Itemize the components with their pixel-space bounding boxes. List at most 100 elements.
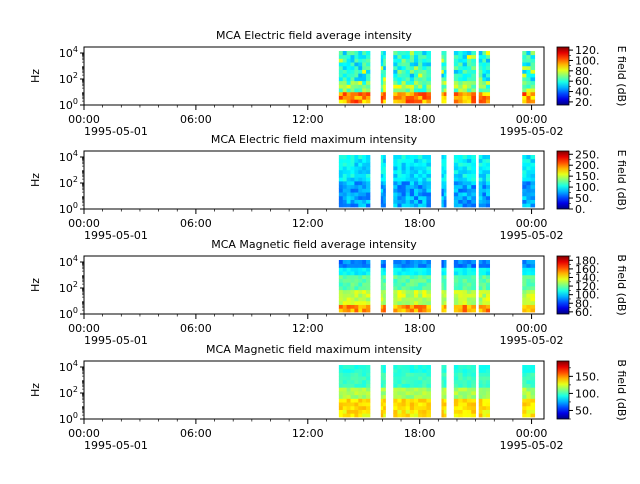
- spectrogram-cell: [453, 405, 459, 410]
- spectrogram: [338, 155, 536, 208]
- colorbar-tick-label: 120.: [575, 280, 600, 293]
- spectrogram-cell: [441, 54, 445, 59]
- spectrogram-cell: [482, 402, 487, 407]
- spectrogram-cell: [346, 62, 351, 67]
- spectrogram-cell: [350, 181, 355, 186]
- spectrogram-cell: [380, 80, 384, 85]
- spectrogram-cell: [362, 155, 367, 160]
- spectrogram-cell: [526, 169, 531, 174]
- spectrogram-cell: [358, 69, 363, 74]
- spectrogram-cell: [342, 162, 348, 167]
- spectrogram-cell: [422, 162, 427, 167]
- spectrogram-cell: [409, 199, 415, 204]
- spectrogram-cell: [462, 95, 468, 100]
- spectrogram-cell: [346, 58, 351, 63]
- spectrogram-cell: [362, 297, 367, 302]
- spectrogram-cell: [346, 278, 351, 283]
- spectrogram-cell: [482, 368, 487, 373]
- spectrogram-cell: [350, 99, 355, 104]
- spectrogram-cell: [422, 192, 427, 197]
- spectrogram-cell: [462, 379, 468, 384]
- spectrogram-cell: [383, 177, 386, 182]
- spectrogram-cell: [393, 282, 398, 287]
- colorbar-tick-label: 160.: [575, 263, 600, 276]
- spectrogram-cell: [380, 300, 384, 305]
- spectrogram-cell: [471, 282, 477, 287]
- spectrogram-cell: [338, 413, 344, 418]
- spectrogram-cell: [342, 413, 348, 418]
- spectrogram-cell: [362, 286, 367, 291]
- spectrogram-cell: [397, 297, 402, 302]
- spectrogram-cell: [466, 267, 472, 272]
- spectrogram-cell: [401, 286, 407, 291]
- spectrogram-cell: [443, 166, 447, 171]
- spectrogram-cell: [426, 192, 431, 197]
- spectrogram-cell: [485, 88, 491, 93]
- spectrogram-cell: [358, 304, 363, 309]
- spectrogram-cell: [441, 73, 445, 78]
- spectrogram-cell: [401, 91, 407, 96]
- spectrogram-cell: [346, 199, 351, 204]
- spectrogram-cell: [342, 184, 348, 189]
- spectrogram-cell: [362, 372, 367, 377]
- spectrogram-cell: [397, 365, 402, 370]
- spectrogram-cell: [453, 73, 459, 78]
- spectrogram-cell: [380, 158, 384, 163]
- spectrogram-cell: [342, 405, 348, 410]
- spectrogram-cell: [397, 376, 402, 381]
- spectrogram-cell: [530, 199, 536, 204]
- spectrogram-cell: [441, 372, 445, 377]
- spectrogram-cell: [530, 95, 536, 100]
- spectrogram-cell: [453, 95, 459, 100]
- spectrogram-cell: [478, 95, 483, 100]
- spectrogram-cell: [393, 289, 398, 294]
- spectrogram-cell: [350, 405, 355, 410]
- spectrogram-cell: [338, 379, 344, 384]
- spectrogram-cell: [342, 73, 348, 78]
- spectrogram-cell: [482, 387, 487, 392]
- spectrogram-cell: [358, 162, 363, 167]
- spectrogram-cell: [530, 278, 536, 283]
- spectrogram-cell: [418, 80, 423, 85]
- spectrogram-cell: [350, 169, 355, 174]
- spectrogram-cell: [397, 54, 402, 59]
- spectrogram-cell: [358, 297, 363, 302]
- spectrogram-cell: [405, 80, 411, 85]
- spectrogram-cell: [478, 166, 483, 171]
- spectrogram-cell: [338, 368, 344, 373]
- x-axis-date-end: 1995-05-02: [500, 439, 564, 452]
- spectrogram-cell: [418, 192, 423, 197]
- spectrogram-cell: [380, 394, 384, 399]
- spectrogram-cell: [362, 99, 367, 104]
- spectrogram-cell: [522, 188, 527, 193]
- spectrogram-cell: [358, 195, 363, 200]
- spectrogram-cell: [366, 271, 371, 276]
- spectrogram-cell: [350, 58, 355, 63]
- spectrogram-cell: [409, 289, 415, 294]
- spectrogram-cell: [380, 195, 384, 200]
- spectrogram-cell: [342, 88, 348, 93]
- spectrogram-cell: [405, 409, 411, 414]
- spectrogram-cell: [401, 308, 407, 313]
- spectrogram-cell: [413, 398, 419, 403]
- spectrogram-cell: [482, 300, 487, 305]
- spectrogram-cell: [338, 398, 344, 403]
- spectrogram-cell: [458, 69, 463, 74]
- spectrogram-cell: [526, 192, 531, 197]
- spectrogram-cell: [426, 166, 431, 171]
- spectrogram-cell: [458, 297, 463, 302]
- spectrogram-cell: [462, 274, 468, 279]
- spectrogram-cell: [426, 77, 431, 82]
- spectrogram-cell: [418, 297, 423, 302]
- spectrogram-cell: [530, 372, 536, 377]
- spectrogram-cell: [338, 267, 344, 272]
- spectrogram-cell: [453, 69, 459, 74]
- spectrogram-cell: [380, 199, 384, 204]
- spectrogram-cell: [413, 308, 419, 313]
- spectrogram-cell: [354, 58, 359, 63]
- spectrogram-cell: [397, 99, 402, 104]
- spectrogram-cell: [422, 365, 427, 370]
- spectrogram-cell: [338, 383, 344, 388]
- spectrogram-cell: [426, 372, 431, 377]
- x-tick-label: 18:00: [404, 217, 436, 230]
